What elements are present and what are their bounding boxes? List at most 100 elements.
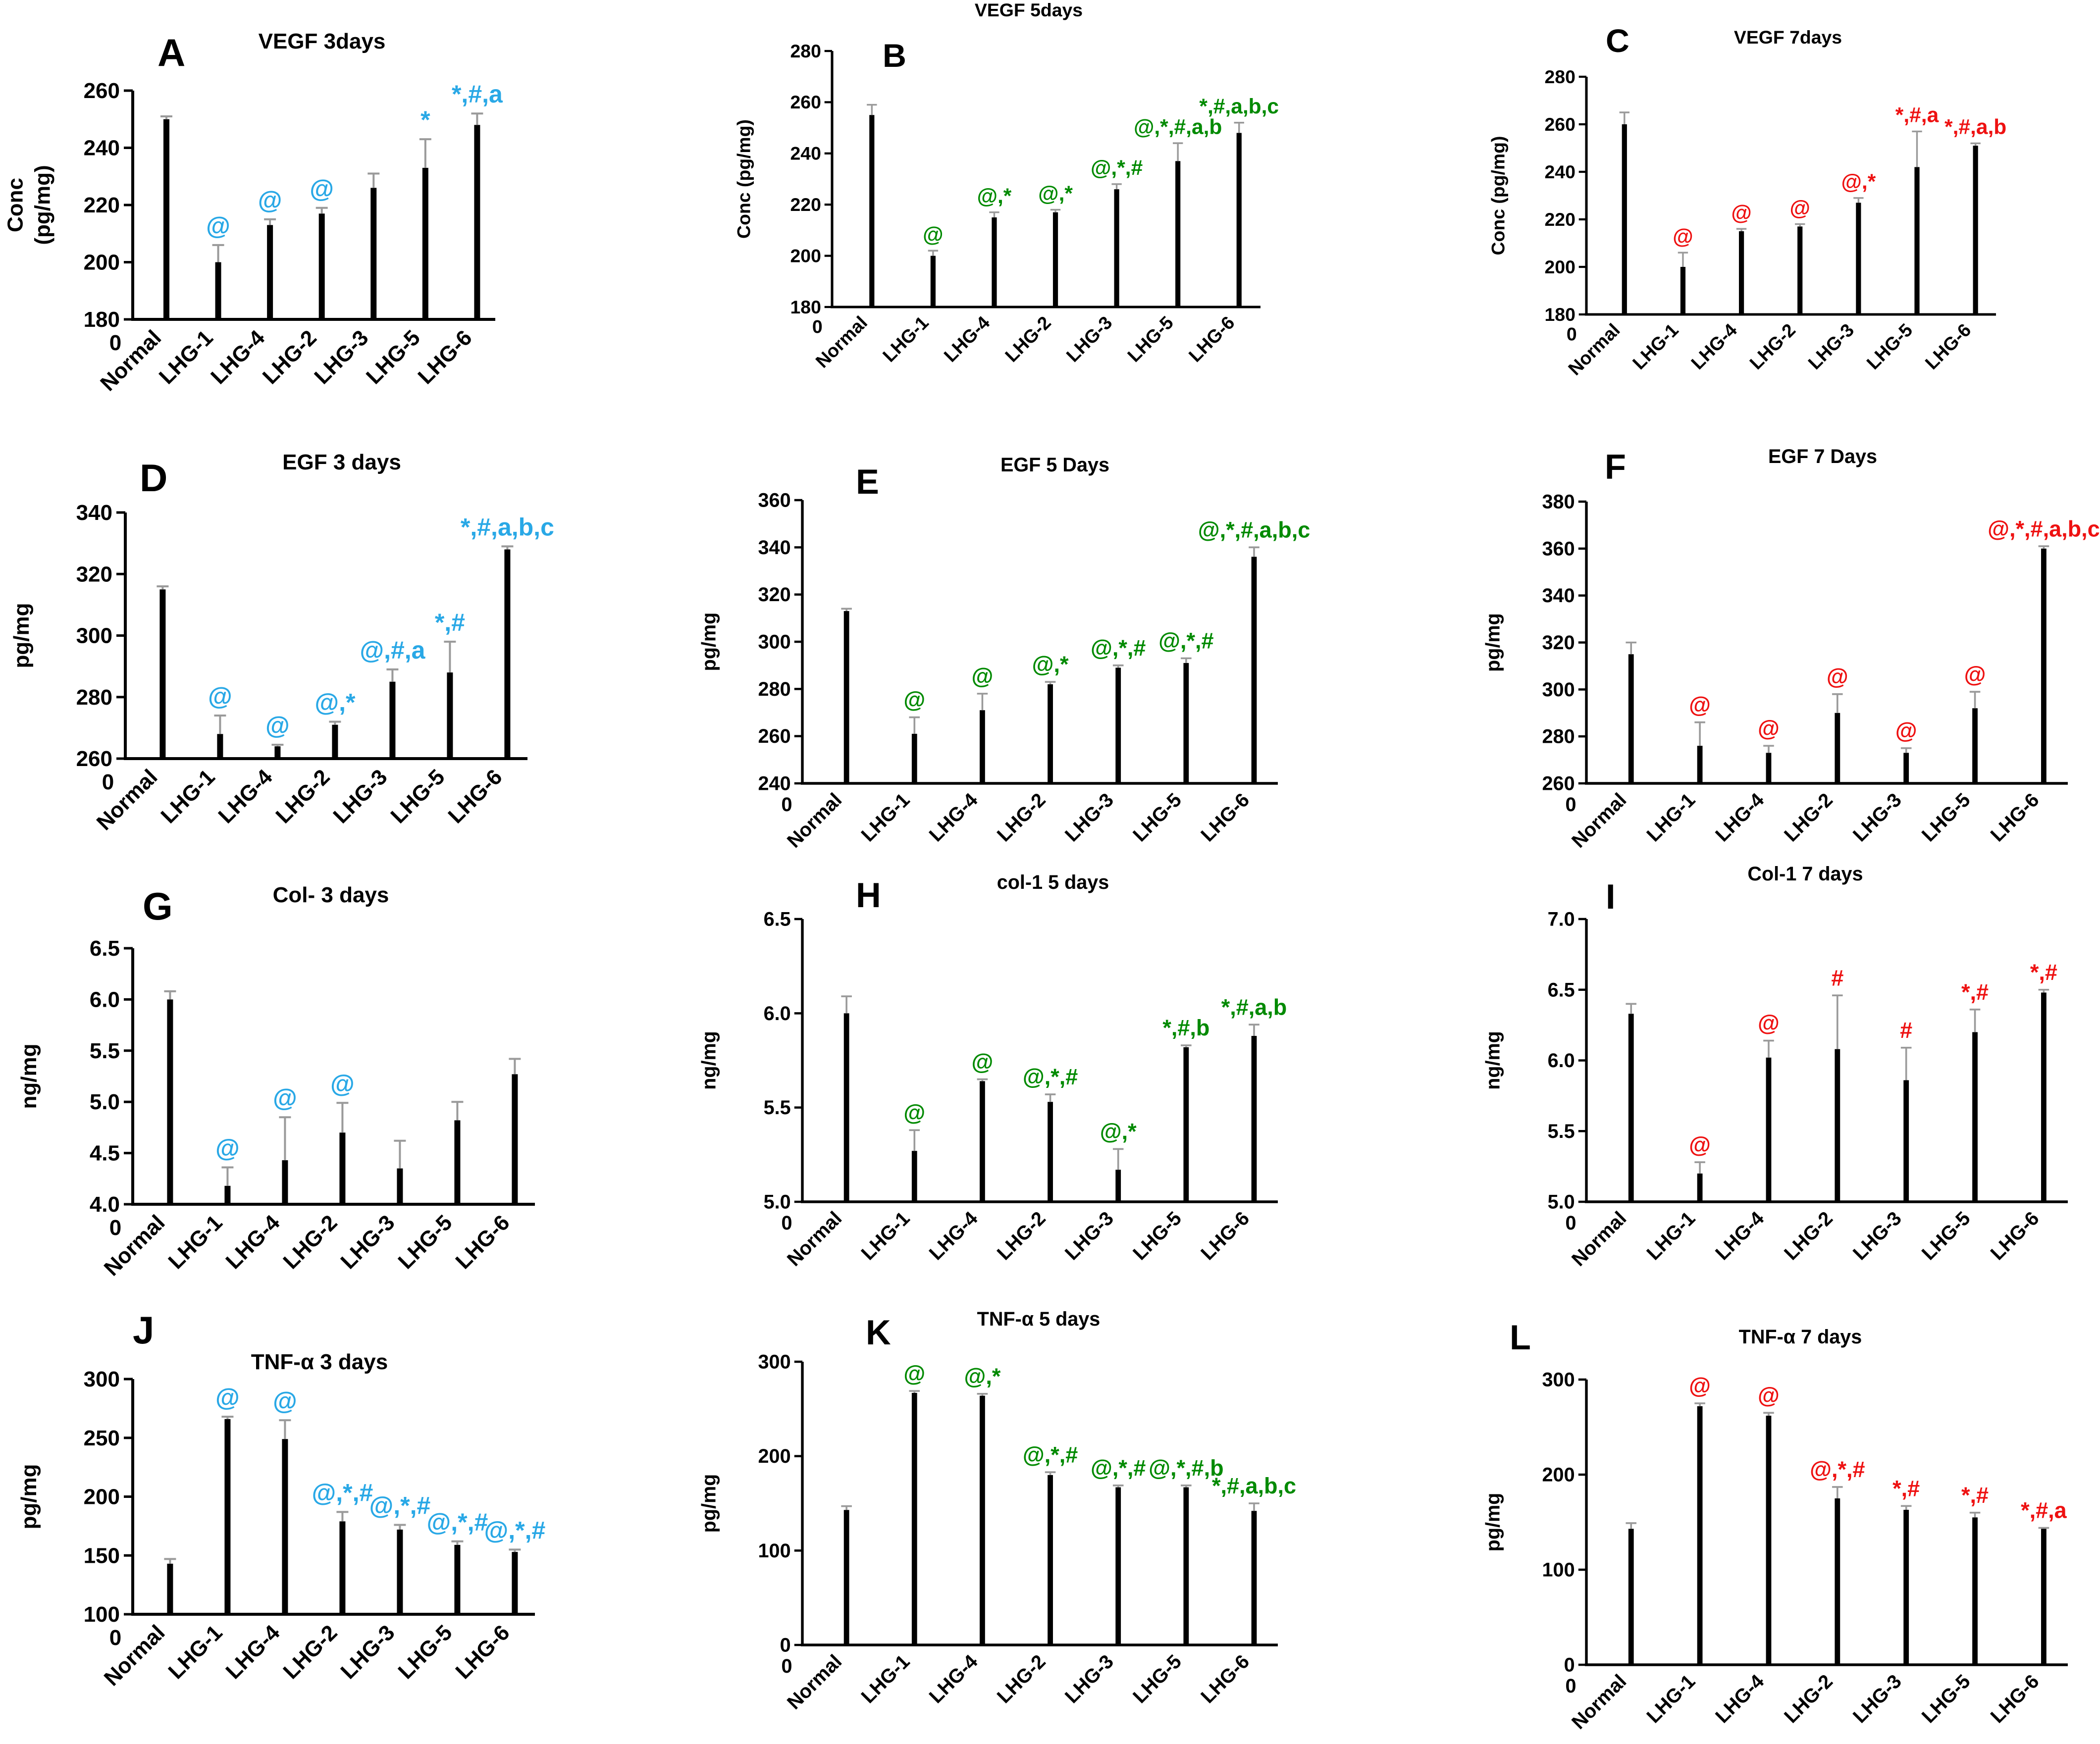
origin-label: 0 [781, 1212, 792, 1234]
x-tick-label: LHG-1 [163, 1620, 227, 1684]
x-tick-label: LHG-4 [221, 1210, 284, 1274]
y-axis-label: Conc [3, 178, 28, 232]
bar-lhg-6 [1973, 146, 1978, 314]
chart-title: TNF-α 5 days [977, 1308, 1101, 1330]
panel-i: I Col-1 7 days 5.0 5.5 6.0 6.5 7.0 0 ng/mg Normal… [1482, 863, 2068, 1271]
significance-label: @ [1895, 718, 1917, 743]
y-tick-label: 280 [790, 41, 821, 61]
y-tick-label: 300 [84, 1367, 120, 1391]
x-tick-label: LHG-5 [393, 1620, 457, 1684]
x-tick-label: LHG-6 [1197, 1650, 1254, 1707]
significance-label: @ [1789, 197, 1810, 220]
panel-k: K TNF-α 5 days 0 100 200 300 0 pg/mg Normal @ LHG-… [698, 1308, 1297, 1714]
y-tick-label: 200 [84, 251, 120, 275]
chart-title: TNF-α 7 days [1739, 1326, 1862, 1348]
y-tick-label: 7.0 [1548, 909, 1575, 930]
y-tick-label: 340 [76, 501, 112, 525]
significance-label: @,*,# [1091, 1455, 1146, 1481]
x-tick-label: LHG-2 [993, 1207, 1050, 1264]
x-tick-label: Normal [783, 1207, 846, 1271]
x-tick-label: LHG-3 [310, 325, 373, 389]
chart-title: VEGF 5days [975, 0, 1083, 20]
y-tick-label: 260 [76, 747, 112, 771]
bar-lhg-4 [282, 1439, 288, 1614]
significance-label: @,*,# [1023, 1064, 1078, 1089]
bar-lhg-5 [1914, 167, 1920, 314]
origin-label: 0 [102, 770, 114, 794]
y-tick-label: 6.0 [764, 1003, 791, 1025]
significance-label: @,*,# [484, 1516, 545, 1544]
x-tick-label: LHG-2 [278, 1620, 342, 1684]
panel-letter: F [1605, 447, 1626, 486]
x-tick-label: LHG-1 [156, 765, 219, 828]
bar-lhg-2 [1797, 226, 1803, 314]
x-tick-label: LHG-4 [925, 789, 982, 846]
bar-lhg-3 [1856, 203, 1861, 314]
significance-label: *,#,a [1895, 104, 1939, 127]
significance-label: @,*,# [1810, 1457, 1865, 1482]
bar-lhg-6 [1236, 133, 1242, 307]
y-tick-label: 200 [790, 245, 821, 266]
significance-label: * [420, 106, 430, 134]
x-tick-label: LHG-3 [1061, 789, 1118, 846]
bar-normal [1628, 654, 1634, 783]
bar-lhg-6 [512, 1074, 518, 1204]
bar-lhg-1 [1697, 1406, 1703, 1665]
origin-label: 0 [812, 316, 823, 337]
x-tick-label: LHG-6 [443, 765, 507, 828]
significance-label: @,* [964, 1364, 1000, 1389]
significance-label: @,*,# [1158, 628, 1213, 654]
origin-label: 0 [109, 1216, 121, 1240]
y-tick-label: 260 [758, 725, 791, 747]
panel-c: C VEGF 7days 180 200 220 240 260 280 0 Conc (pg/m… [1487, 23, 2006, 379]
significance-label: # [1831, 965, 1843, 990]
bar-lhg-6 [474, 125, 480, 320]
x-tick-label: LHG-5 [1862, 319, 1916, 373]
x-tick-label: LHG-6 [1986, 1670, 2043, 1727]
panel-letter: A [158, 31, 185, 74]
y-tick-label: 220 [1545, 209, 1575, 230]
x-tick-label: LHG-4 [925, 1207, 982, 1264]
bar-lhg-3 [397, 1530, 403, 1614]
x-tick-label: LHG-4 [1711, 789, 1768, 846]
x-tick-label: LHG-4 [221, 1620, 284, 1684]
x-tick-label: LHG-4 [940, 312, 994, 366]
bar-lhg-5 [422, 167, 428, 319]
x-tick-label: LHG-1 [1642, 789, 1699, 846]
x-tick-label: LHG-3 [336, 1210, 399, 1274]
significance-label: @ [1964, 662, 1986, 687]
y-axis-label: Conc (pg/mg) [733, 119, 754, 239]
significance-label: @,* [977, 185, 1012, 208]
panel-d: D EGF 3 days2602803003203400pg/mgNormal@L… [9, 450, 554, 835]
y-tick-label: 300 [76, 624, 112, 648]
x-tick-label: LHG-3 [1849, 1670, 1906, 1727]
x-tick-label: LHG-5 [1918, 1207, 1975, 1264]
significance-label: @,*,# [1023, 1442, 1078, 1467]
bar-lhg-5 [1972, 1517, 1978, 1665]
panel-letter: K [866, 1313, 891, 1352]
bar-normal [843, 1510, 849, 1645]
panel-l: L TNF-α 7 days 0 100 200 300 0 pg/mg Normal @ LHG-… [1482, 1318, 2068, 1734]
bar-lhg-1 [911, 733, 917, 783]
bar-lhg-4 [282, 1160, 288, 1204]
bar-lhg-4 [1766, 1057, 1772, 1202]
x-tick-label: LHG-4 [1687, 319, 1741, 373]
significance-label: @,* [1032, 652, 1069, 677]
x-tick-label: LHG-5 [1129, 1650, 1186, 1707]
bar-normal [167, 1563, 173, 1614]
significance-label: @ [215, 1384, 240, 1411]
bar-normal [843, 611, 849, 783]
y-tick-label: 200 [758, 1445, 791, 1467]
significance-label: @ [330, 1070, 355, 1097]
panel-f: F EGF 7 Days 260 280 300 320 340 360 380 0 pg/mg No… [1482, 446, 2100, 852]
significance-label: @,*,# [1091, 156, 1143, 180]
y-tick-label: 180 [84, 308, 120, 332]
bar-lhg-2 [318, 213, 325, 319]
significance-label: @ [971, 1049, 993, 1075]
x-tick-label: LHG-2 [1001, 312, 1055, 366]
significance-label: @ [903, 1361, 925, 1386]
bar-lhg-2 [1052, 212, 1058, 307]
significance-label: @ [1758, 716, 1780, 741]
x-tick-label: LHG-6 [451, 1210, 514, 1274]
x-tick-label: LHG-5 [386, 765, 449, 828]
